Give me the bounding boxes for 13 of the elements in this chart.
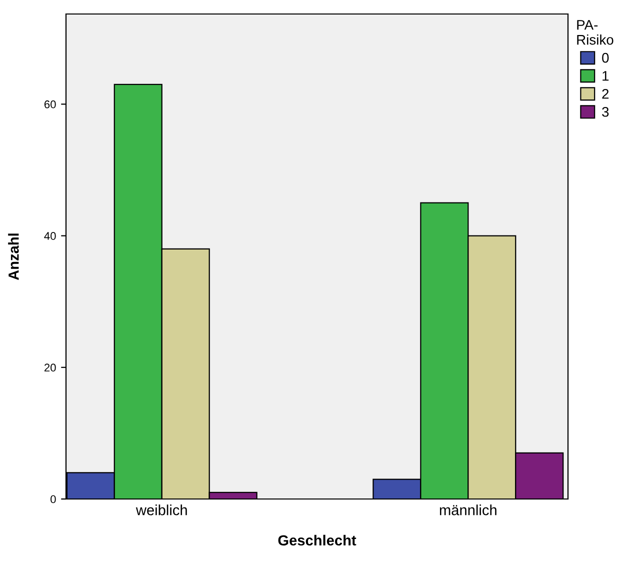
x-tick-label: weiblich bbox=[136, 504, 187, 516]
y-tick-label: 40 bbox=[44, 232, 56, 240]
legend-title: PA- Risiko bbox=[577, 20, 614, 45]
x-axis-title: Geschlecht bbox=[278, 534, 356, 546]
y-tick-label: 0 bbox=[50, 495, 56, 504]
x-tick-label: männlich bbox=[440, 504, 496, 516]
y-tick-label: 60 bbox=[44, 100, 56, 108]
legend-label: 2 bbox=[602, 88, 609, 99]
y-axis-title: Anzahl bbox=[8, 234, 19, 280]
legend-label: 1 bbox=[602, 71, 609, 81]
legend-label: 0 bbox=[602, 52, 609, 63]
legend-label: 3 bbox=[602, 106, 609, 117]
y-tick-label: 20 bbox=[44, 364, 56, 372]
